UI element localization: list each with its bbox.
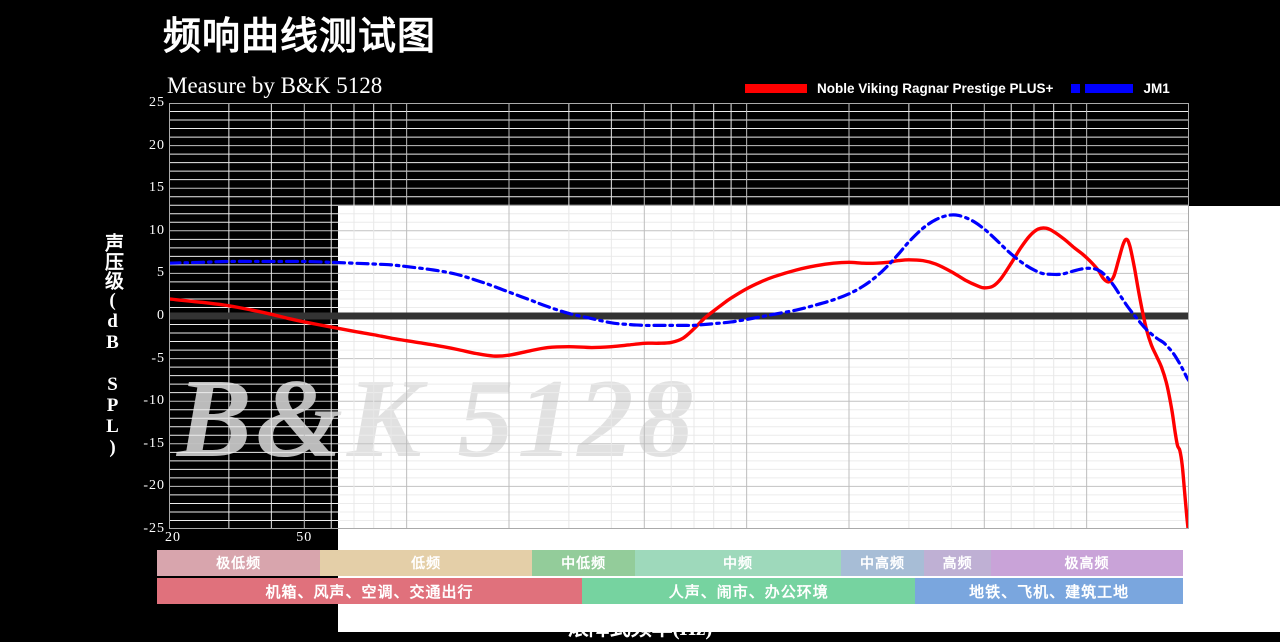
y-tick-label: 5	[157, 265, 165, 281]
band-row1-item-1: 极低频	[157, 550, 321, 576]
band-row2-item-1: 机箱、风声、空调、交通出行	[157, 578, 583, 604]
legend-swatch-series2	[1071, 83, 1134, 93]
band-row1-item-4: 中频	[635, 550, 841, 576]
y-tick-label: -5	[151, 350, 165, 366]
y-tick-label: 10	[149, 222, 165, 238]
band-row2-item-3: 地铁、飞机、建筑工地	[915, 578, 1183, 604]
band-row2-item-label: 人声、闹市、办公环境	[668, 583, 829, 601]
y-tick-label: -20	[143, 478, 165, 494]
x-tick-label: 500	[632, 530, 657, 545]
y-tick-label: 25	[149, 95, 165, 110]
y-axis-label: 声压级(dB SPL)	[102, 233, 123, 458]
band-row1-item-label: 中高频	[860, 555, 905, 571]
y-tick-label: 0	[157, 308, 165, 323]
legend-label-series1: Noble Viking Ragnar Prestige PLUS+	[817, 80, 1054, 96]
x-tick-label: 5K	[974, 530, 994, 545]
frequency-band-row-1: 极低频 低频 中低频 中频 中高频 高频 极高频	[157, 550, 1183, 576]
y-tick-label: 20	[149, 137, 165, 153]
series-line-1	[169, 226, 1189, 529]
page-title: 频响曲线测试图	[163, 16, 437, 58]
band-row2-item-label: 地铁、飞机、建筑工地	[969, 583, 1130, 601]
plot-border	[169, 103, 1189, 529]
y-tick-label: -25	[143, 521, 165, 536]
x-tick-label: 50	[296, 530, 313, 545]
legend-label-series2: JM1	[1143, 80, 1170, 96]
x-tick-label: 20	[165, 530, 181, 545]
x-tick-label: 100	[394, 530, 419, 545]
band-row1-item-label: 低频	[411, 555, 442, 571]
band-row1-item-6: 高频	[924, 550, 992, 576]
x-tick-label: 2K	[839, 530, 859, 545]
series-layer	[169, 213, 1189, 529]
band-row1-item-label: 极低频	[216, 555, 262, 571]
chart-legend: Noble Viking Ragnar Prestige PLUS+ JM1	[745, 79, 1170, 97]
y-tick-label: -10	[143, 393, 165, 409]
chart-subtitle: Measure by B&K 5128	[167, 73, 383, 98]
x-tick-label: 200	[497, 530, 521, 545]
band-row1-item-5: 中高频	[840, 550, 925, 576]
x-axis-label: 滚降式频率(Hz)	[567, 616, 713, 640]
x-axis-ticks: 20 50 100 200 500 1K 2K 5K 10K 20K	[165, 530, 1197, 552]
x-tick-label: 20K	[1170, 530, 1198, 545]
band-row1-item-label: 中频	[723, 555, 753, 571]
band-row1-item-3: 中低频	[532, 550, 636, 576]
band-row2-item-2: 人声、闹市、办公环境	[582, 578, 916, 604]
band-row2-item-label: 机箱、风声、空调、交通出行	[265, 583, 474, 601]
series-line-2	[169, 213, 1189, 383]
band-row1-item-label: 高频	[942, 555, 973, 571]
legend-swatch-series1	[745, 83, 807, 93]
band-row1-item-label: 极高频	[1064, 555, 1110, 571]
band-row1-item-label: 中低频	[561, 555, 607, 571]
y-tick-label: 15	[149, 180, 165, 196]
y-tick-label: -15	[143, 435, 165, 451]
frequency-band-row-2: 机箱、风声、空调、交通出行 人声、闹市、办公环境 地铁、飞机、建筑工地	[157, 578, 1183, 604]
band-row1-item-2: 低频	[320, 550, 533, 576]
grid-layer	[169, 103, 1189, 529]
curves-svg	[169, 103, 1189, 529]
band-row1-item-7: 极高频	[991, 550, 1183, 576]
x-tick-label: 10K	[1073, 530, 1101, 545]
x-tick-label: 1K	[737, 530, 757, 545]
plot-area: B&K 5128	[169, 103, 1280, 632]
y-axis-ticks: 25 20 15 10 5 0 -5 -10 -15 -20 -25	[121, 95, 165, 536]
